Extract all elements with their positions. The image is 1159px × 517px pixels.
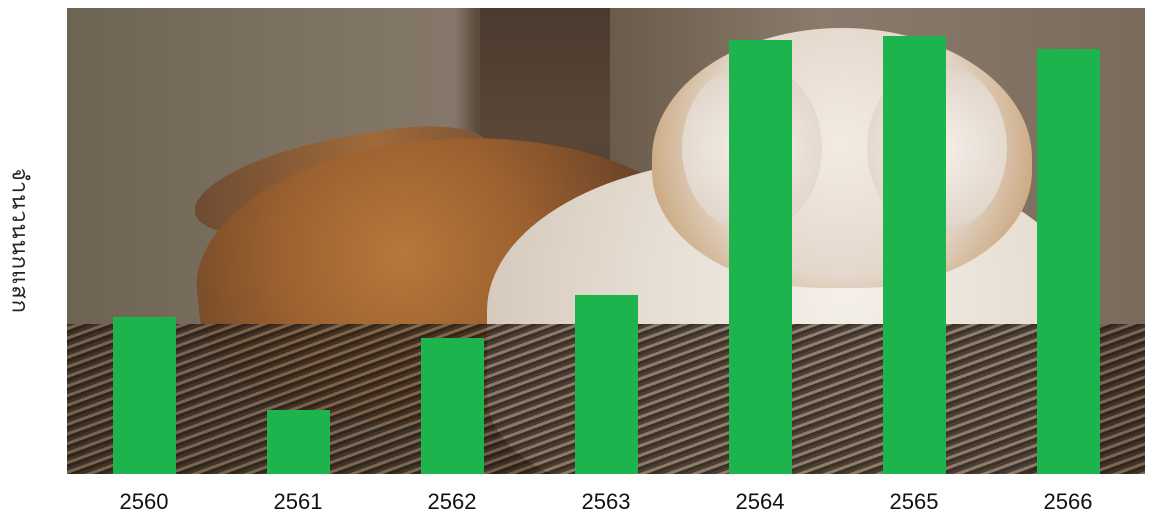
x-tick-label: 2560 [119, 489, 169, 514]
x-tick-label: 2566 [1043, 489, 1093, 514]
bar-2563 [574, 295, 638, 474]
x-tick-label: 2565 [889, 489, 939, 514]
plot-area [67, 8, 1145, 474]
x-tick-label: 2563 [581, 489, 631, 514]
x-tick-label: 2564 [735, 489, 785, 514]
x-tick-label: 2562 [427, 489, 477, 514]
bar-2564 [728, 40, 792, 474]
bar-2561 [266, 410, 330, 474]
y-axis-label: จำนวนนกแสก [7, 168, 33, 314]
x-tick-label: 2561 [273, 489, 323, 514]
bar-2565 [882, 36, 946, 474]
bar-2566 [1036, 49, 1100, 474]
bar-2562 [420, 338, 484, 474]
bar-2560 [112, 317, 176, 474]
